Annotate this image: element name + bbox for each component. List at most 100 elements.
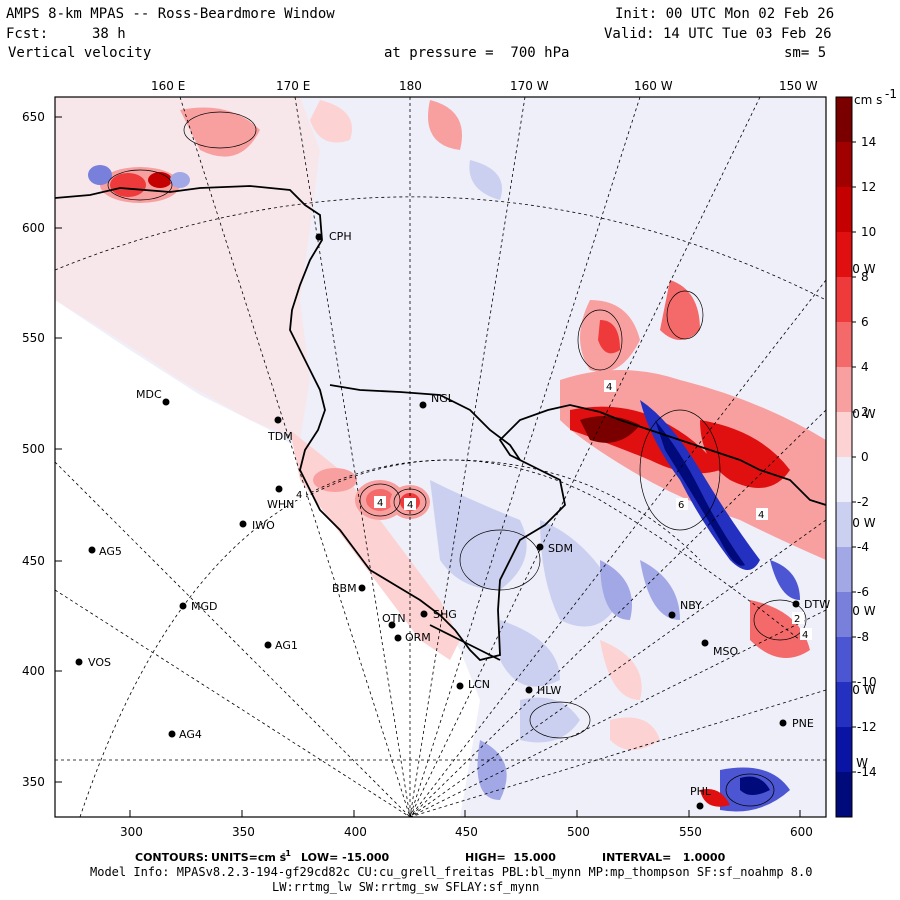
station[interactable]: MGD bbox=[179, 600, 218, 613]
svg-text:MDC: MDC bbox=[136, 388, 162, 401]
pressure-level: at pressure = 700 hPa bbox=[384, 45, 570, 61]
svg-text:SDM: SDM bbox=[548, 542, 573, 555]
lon-tick-label: 170 W bbox=[510, 79, 549, 93]
svg-text:HLW: HLW bbox=[537, 684, 561, 697]
station[interactable]: PNE bbox=[779, 717, 814, 730]
colorbar-cell bbox=[836, 682, 852, 728]
variable-name: Vertical velocity bbox=[8, 45, 152, 61]
contour-label: 4 bbox=[404, 498, 416, 511]
colorbar-label: 10 bbox=[861, 225, 876, 239]
colorbar-cell bbox=[836, 592, 852, 638]
colorbar-label: -8 bbox=[857, 630, 869, 644]
colorbar-cell bbox=[836, 322, 852, 368]
station[interactable]: BBM bbox=[332, 582, 366, 595]
station[interactable]: OTN bbox=[382, 612, 406, 629]
colorbar-units-exponent: -1 bbox=[885, 87, 897, 101]
station[interactable]: AG4 bbox=[168, 728, 202, 741]
forecast-hour: 38 h bbox=[92, 26, 126, 42]
forecast-label: Fcst: bbox=[6, 26, 49, 42]
contours-low: LOW= -15.000 bbox=[301, 851, 390, 864]
contour-label: 4 bbox=[756, 508, 768, 521]
colorbar: cm s -1 14 12 10 8 6 4 2 0 -2 -4 -6 -8 -10 -12 -14 bbox=[835, 87, 897, 818]
lon-tick-label: 150 W bbox=[779, 79, 818, 93]
station[interactable]: SDM bbox=[536, 542, 573, 555]
station[interactable]: LCN bbox=[456, 678, 491, 691]
x-tick-label: 500 bbox=[567, 825, 590, 839]
contour-lines bbox=[107, 111, 807, 807]
station[interactable]: AG1 bbox=[264, 639, 298, 652]
lon-tick-label: 170 E bbox=[276, 79, 310, 93]
colorbar-cell bbox=[836, 412, 852, 458]
meridian-line bbox=[294, 97, 411, 817]
x-tick-label: 400 bbox=[344, 825, 367, 839]
colorbar-cell bbox=[836, 97, 852, 143]
station[interactable]: SHG bbox=[420, 608, 457, 621]
bottom-axis: 300 350 400 450 500 550 600 bbox=[120, 810, 813, 839]
station[interactable]: IWO bbox=[239, 519, 276, 532]
lon-tick-label: 160 W bbox=[634, 79, 673, 93]
graticule bbox=[55, 97, 826, 817]
station[interactable]: MDC bbox=[136, 388, 170, 406]
contours-label: CONTOURS: bbox=[135, 851, 209, 864]
svg-text:AG5: AG5 bbox=[99, 545, 122, 558]
station[interactable]: ORM bbox=[394, 631, 431, 644]
colorbar-cell bbox=[836, 187, 852, 233]
colorbar-cell bbox=[836, 232, 852, 278]
station[interactable]: PHL bbox=[690, 785, 712, 810]
y-tick-label: 650 bbox=[22, 110, 45, 124]
contour-label: 2 bbox=[792, 612, 804, 625]
svg-text:4: 4 bbox=[758, 510, 764, 521]
y-tick-label: 600 bbox=[22, 221, 45, 235]
station[interactable]: TDM bbox=[267, 416, 293, 444]
station[interactable]: NGL bbox=[419, 392, 455, 409]
svg-text:6: 6 bbox=[678, 500, 684, 511]
svg-text:PHL: PHL bbox=[690, 785, 712, 798]
svg-text:AG4: AG4 bbox=[179, 728, 202, 741]
latitude-circle bbox=[79, 459, 701, 817]
svg-text:NGL: NGL bbox=[431, 392, 455, 405]
x-tick-label: 350 bbox=[232, 825, 255, 839]
station[interactable]: DTW bbox=[792, 598, 831, 611]
svg-text:IWO: IWO bbox=[252, 519, 275, 532]
station[interactable]: AG5 bbox=[88, 545, 122, 558]
top-longitude-labels: 160 E 170 E 180 170 W 160 W 150 W bbox=[151, 79, 818, 93]
vertical-velocity-field bbox=[55, 97, 826, 817]
colorbar-label: -2 bbox=[857, 495, 869, 509]
station[interactable]: NBY bbox=[668, 599, 703, 619]
station[interactable]: VOS bbox=[75, 656, 111, 669]
svg-text:DTW: DTW bbox=[804, 598, 830, 611]
svg-text:ORM: ORM bbox=[405, 631, 431, 644]
plot-title: AMPS 8-km MPAS -- Ross-Beardmore Window bbox=[6, 6, 335, 22]
lon-tick-label: 180 bbox=[399, 79, 422, 93]
station[interactable]: HLW bbox=[525, 684, 562, 697]
colorbar-label: 6 bbox=[861, 315, 869, 329]
colorbar-label: -4 bbox=[857, 540, 869, 554]
svg-text:4: 4 bbox=[377, 498, 383, 509]
colorbar-label: 2 bbox=[861, 405, 869, 419]
meridian-line bbox=[409, 689, 826, 817]
colorbar-label: -6 bbox=[857, 585, 869, 599]
station[interactable]: WHN bbox=[267, 485, 294, 512]
station-markers: CPH NGL MDC TDM WHN IWO AG5 MGD AG1 VOS … bbox=[75, 230, 831, 810]
colorbar-units: cm s bbox=[854, 93, 882, 107]
svg-text:TDM: TDM bbox=[267, 430, 293, 443]
colorbar-label: -12 bbox=[857, 720, 877, 734]
colorbar-label: -10 bbox=[857, 675, 877, 689]
meridian-line bbox=[409, 97, 526, 817]
station[interactable]: CPH bbox=[315, 230, 352, 243]
colorbar-label: 0 bbox=[861, 450, 869, 464]
colorbar-cell bbox=[836, 142, 852, 188]
colorbar-cell bbox=[836, 727, 852, 773]
svg-text:BBM: BBM bbox=[332, 582, 357, 595]
station[interactable]: MSO bbox=[701, 639, 739, 659]
y-tick-label: 400 bbox=[22, 664, 45, 678]
meridian-line bbox=[409, 279, 826, 817]
left-axis: 650 600 550 500 450 400 350 bbox=[22, 110, 62, 789]
model-info-physics: LW:rrtmg_lw SW:rrtmg_sw SFLAY:sf_mynn bbox=[272, 880, 540, 894]
colorbar-labels: 14 12 10 8 6 4 2 0 -2 -4 -6 -8 -10 -12 -14 bbox=[852, 135, 877, 779]
svg-text:4: 4 bbox=[296, 490, 302, 501]
x-tick-label: 600 bbox=[790, 825, 813, 839]
colorbar-cell bbox=[836, 772, 852, 818]
colorbar-cell bbox=[836, 547, 852, 593]
svg-text:4: 4 bbox=[606, 382, 612, 393]
